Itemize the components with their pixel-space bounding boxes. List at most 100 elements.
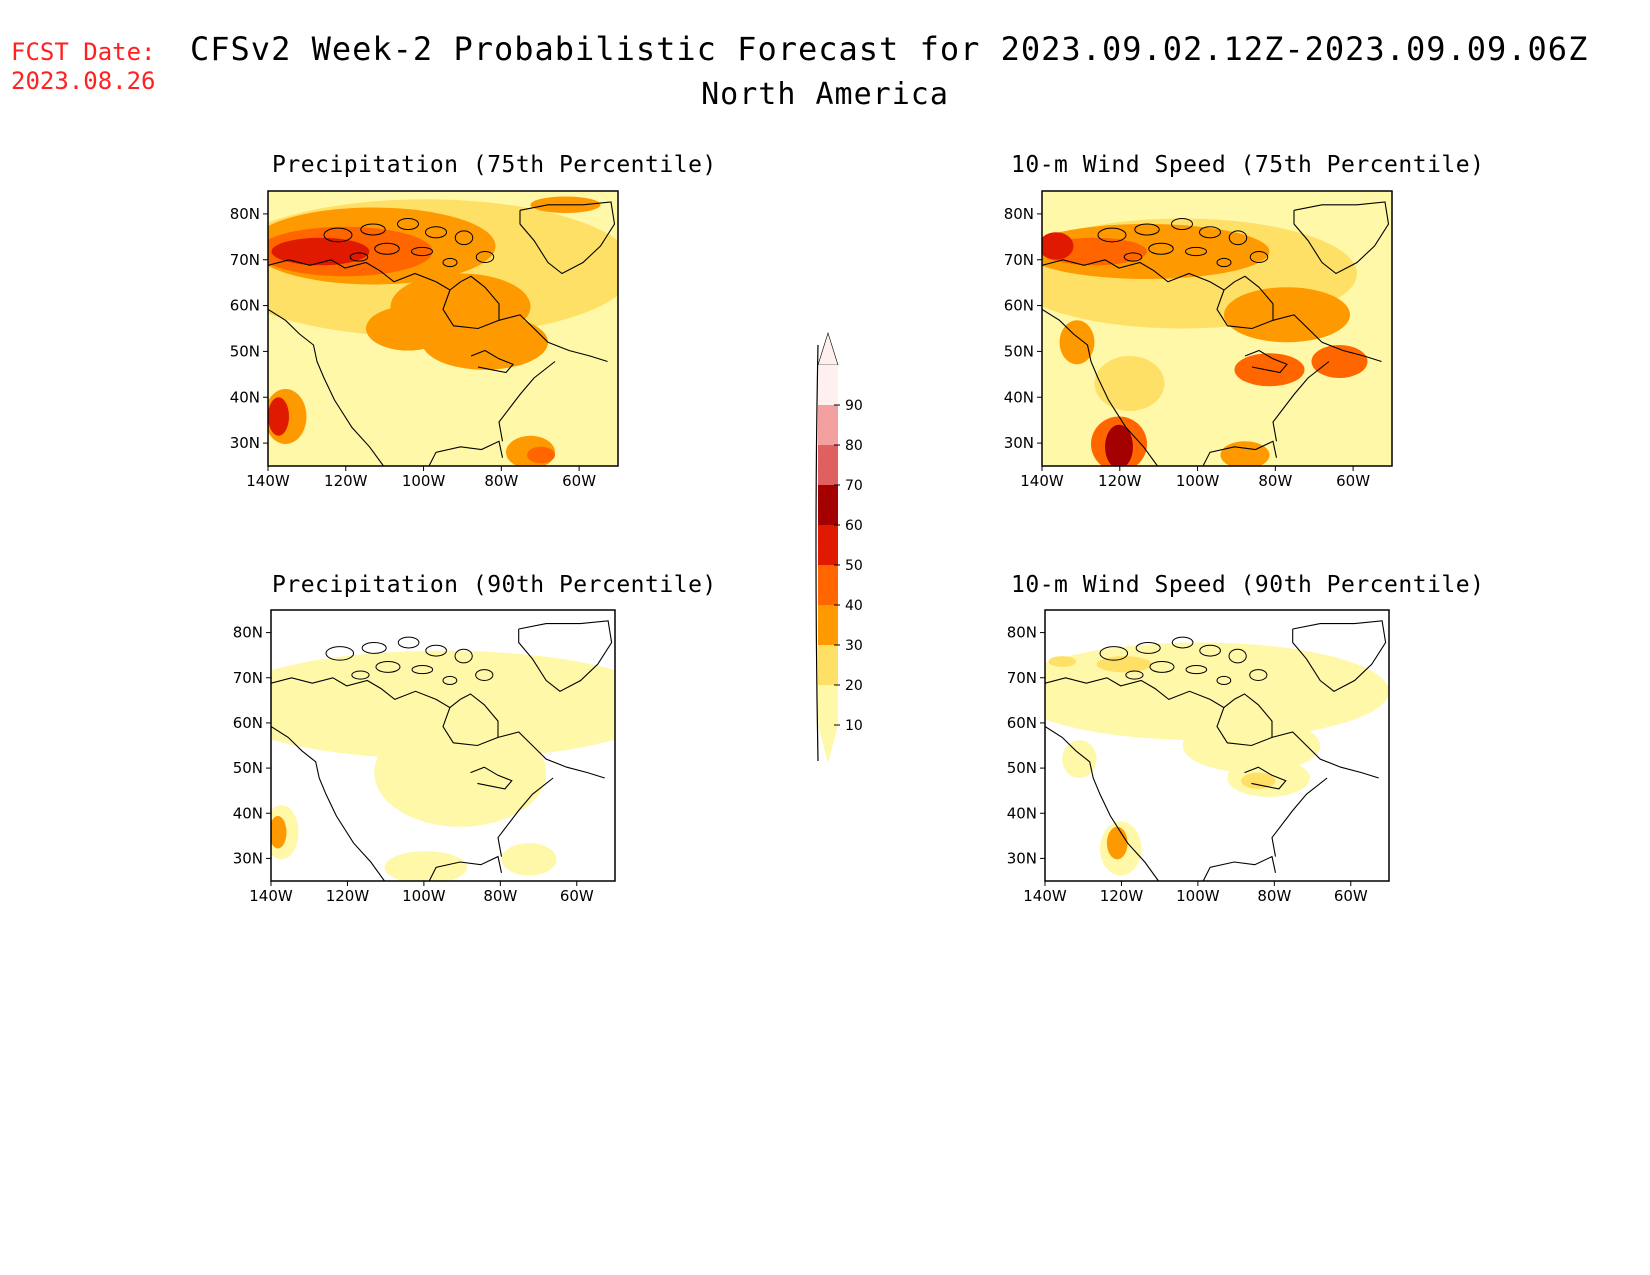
island-outline: [475, 669, 494, 681]
lat-tick-label: 30N: [230, 434, 260, 452]
colorbar-segment: [818, 605, 838, 645]
island-outline: [325, 646, 355, 661]
probability-shading: [422, 314, 548, 370]
coastline-northcoast: [271, 677, 461, 709]
colorbar-label: 10: [845, 718, 863, 734]
map-border: [1044, 609, 1390, 882]
probability-shading: [1094, 356, 1165, 411]
probability-shading: [501, 843, 557, 876]
probability-shading: [1105, 424, 1133, 466]
lat-tick-label: 30N: [1007, 849, 1037, 867]
coastline-mexico: [428, 440, 504, 466]
island-outline: [1149, 660, 1175, 673]
colorbar-label: 50: [845, 558, 863, 574]
coastline-hudson: [1216, 693, 1273, 747]
coastline-labrador: [497, 731, 605, 779]
lon-tick-label: 120W: [324, 472, 368, 490]
colorbar-label: 60: [845, 518, 863, 534]
probability-shading: [271, 650, 615, 760]
page-subtitle: North America: [0, 77, 1650, 112]
coastline-labrador: [1271, 731, 1379, 779]
island-outline: [1148, 242, 1174, 255]
probability-shading: [1234, 353, 1305, 387]
island-outline: [442, 675, 458, 686]
probability-shading: [271, 237, 370, 266]
island-outline: [361, 642, 387, 654]
lon-tick-label: 100W: [402, 472, 446, 490]
probability-shading: [366, 306, 450, 351]
map-fill-group: [1045, 610, 1389, 881]
probability-shading: [268, 397, 289, 436]
island-outline: [1097, 227, 1127, 243]
probability-shading: [1042, 232, 1074, 260]
map-fill-group: [1042, 191, 1392, 466]
island-outline: [411, 665, 434, 675]
lat-tick-label: 40N: [1004, 388, 1034, 406]
island-outline: [425, 644, 447, 657]
map-border: [1041, 190, 1393, 467]
map-frame-group: 80N 70N 60N 50N 40N 30N 140W 120W 100W 80W 60W: [1004, 190, 1393, 490]
panel-title-precip90: Precipitation (90th Percentile): [272, 572, 717, 598]
panel-title-wind75: 10-m Wind Speed (75th Percentile): [1011, 152, 1485, 178]
colorbar-bottom-arrow: [818, 725, 838, 763]
island-outline: [1228, 648, 1247, 664]
island-outline: [1171, 636, 1194, 649]
probability-shading: [1220, 441, 1270, 466]
island-outline: [442, 257, 458, 268]
panel-title-precip75: Precipitation (75th Percentile): [272, 152, 717, 178]
lon-tick-label: 100W: [1176, 887, 1220, 905]
coastline-lakes: [470, 349, 514, 374]
page-title: CFSv2 Week-2 Probabilistic Forecast for …: [190, 30, 1589, 68]
lon-tick-label: 140W: [1020, 472, 1064, 490]
coastline-florida: [1272, 361, 1330, 442]
probability-shading: [1042, 191, 1392, 466]
lat-tick-label: 30N: [233, 849, 263, 867]
coastline-greenland: [519, 201, 616, 275]
probability-shading: [374, 718, 547, 827]
coastline-florida: [1271, 777, 1328, 857]
coastline-labrador: [498, 314, 608, 363]
lon-tick-label: 140W: [246, 472, 290, 490]
lon-tick-label: 60W: [1334, 887, 1368, 905]
lat-tick-label: 80N: [233, 624, 263, 642]
lat-tick-label: 50N: [230, 342, 260, 360]
island-outline: [397, 636, 420, 649]
island-outline: [360, 223, 386, 236]
probability-shading: [1062, 740, 1097, 779]
lat-tick-label: 50N: [233, 759, 263, 777]
island-outline: [1185, 665, 1208, 675]
colorbar-label: 40: [845, 598, 863, 614]
coastline-lakes: [1244, 766, 1287, 790]
coastline-westcoast: [268, 308, 384, 466]
island-outline: [374, 242, 400, 255]
colorbar-segment: [818, 405, 838, 445]
island-outline: [475, 251, 495, 263]
map-precip90: 80N 70N 60N 50N 40N 30N 140W 120W 100W 80W 60W: [233, 609, 616, 905]
map-frame-group: 80N 70N 60N 50N 40N 30N 140W 120W 100W 80W 60W: [230, 190, 619, 490]
island-outline: [397, 218, 419, 230]
island-outline: [425, 226, 447, 239]
island-outline: [411, 246, 433, 257]
lon-tick-label: 80W: [483, 887, 517, 905]
colorbar-segment: [818, 525, 838, 565]
lon-tick-label: 60W: [1336, 472, 1370, 490]
panel-title-wind90: 10-m Wind Speed (90th Percentile): [1011, 572, 1485, 598]
island-outline: [375, 660, 401, 673]
map-frame-group: 80N 70N 60N 50N 40N 30N 140W 120W 100W 80W 60W: [233, 609, 616, 905]
lon-tick-label: 100W: [1176, 472, 1220, 490]
island-outline: [1123, 252, 1143, 262]
island-outline: [1199, 644, 1221, 657]
probability-shading: [1241, 772, 1276, 789]
colorbar-label: 80: [845, 438, 863, 454]
island-outline: [454, 230, 474, 246]
island-outline: [1134, 223, 1160, 236]
island-outline: [1135, 642, 1161, 654]
lon-tick-label: 80W: [484, 472, 518, 490]
map-border: [270, 609, 616, 882]
lon-tick-label: 120W: [326, 887, 370, 905]
lon-tick-label: 140W: [1023, 887, 1067, 905]
colorbar-legend: 90 80 70 60 50 40 30 20 10: [815, 331, 863, 763]
colorbar-label: 30: [845, 638, 863, 654]
lon-tick-label: 80W: [1258, 472, 1292, 490]
coastline-mexico: [428, 855, 503, 881]
